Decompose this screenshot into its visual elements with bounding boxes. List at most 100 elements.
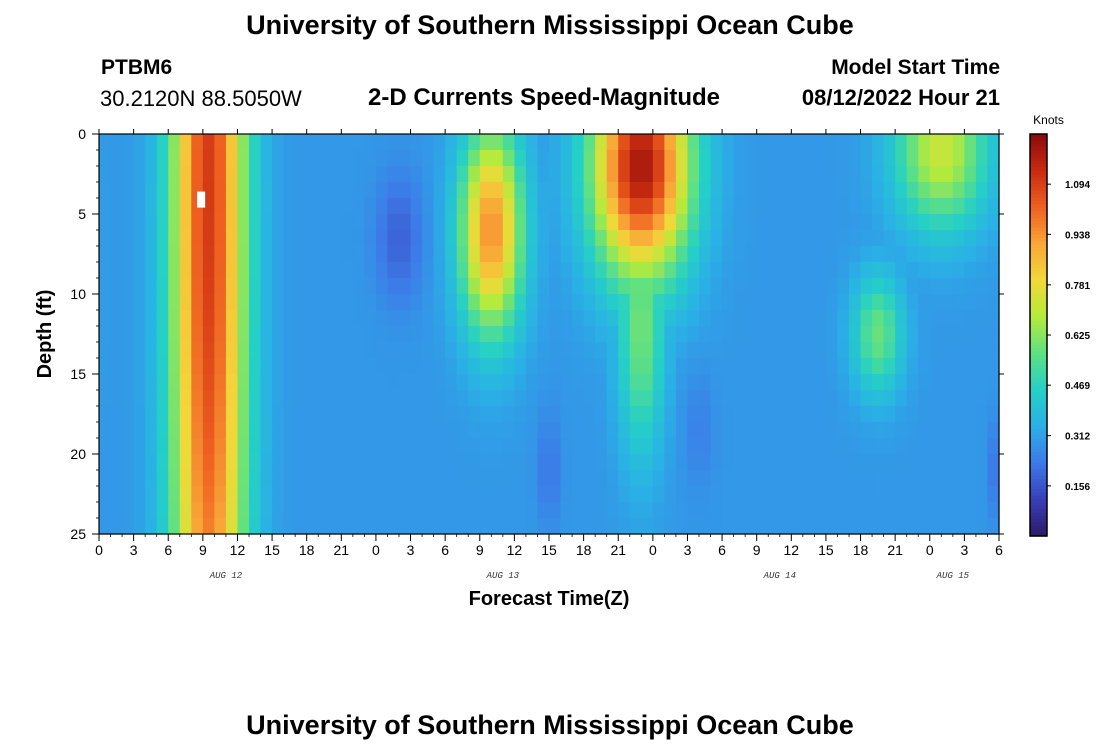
heatmap-cell: [502, 454, 515, 471]
heatmap-cell: [341, 166, 354, 183]
heatmap-cell: [975, 230, 989, 247]
heatmap-cell: [514, 182, 527, 199]
heatmap-cell: [375, 342, 389, 359]
heatmap-cell: [295, 390, 308, 407]
heatmap-cell: [652, 358, 665, 375]
heatmap-cell: [168, 262, 181, 279]
heatmap-cell: [652, 278, 665, 295]
date-label: AUG 12: [209, 571, 243, 581]
heatmap-cell: [895, 294, 908, 311]
heatmap-cell: [906, 358, 919, 375]
heatmap-cell: [779, 278, 792, 295]
x-tick-label: 6: [164, 542, 172, 558]
heatmap-cell: [675, 230, 689, 247]
heatmap-cell: [283, 358, 296, 375]
heatmap-cell: [987, 134, 1000, 151]
heatmap-cell: [145, 342, 158, 359]
heatmap-cell: [375, 214, 389, 231]
colorbar-swatch: [1030, 217, 1047, 222]
heatmap-cell: [168, 182, 181, 199]
heatmap-cell: [606, 198, 619, 215]
heatmap-cell: [929, 422, 942, 439]
heatmap-cell: [99, 470, 112, 487]
heatmap-cell: [641, 214, 654, 231]
heatmap-cell: [699, 150, 712, 167]
heatmap-cell: [537, 358, 550, 375]
heatmap-cell: [699, 342, 712, 359]
heatmap-cell: [145, 294, 158, 311]
heatmap-cell: [641, 134, 654, 151]
heatmap-cell: [272, 182, 285, 199]
x-tick-label: 15: [818, 542, 834, 558]
heatmap-cell: [214, 422, 227, 439]
heatmap-cell: [306, 310, 319, 327]
heatmap-cell: [399, 214, 412, 231]
heatmap-cell: [329, 214, 342, 231]
heatmap-cell: [537, 486, 550, 503]
heatmap-cell: [929, 182, 942, 199]
heatmap-cell: [318, 454, 331, 471]
heatmap-cell: [722, 374, 735, 391]
heatmap-cell: [145, 358, 158, 375]
colorbar-swatch: [1030, 318, 1047, 323]
heatmap-cell: [906, 326, 919, 343]
heatmap-cell: [699, 214, 712, 231]
heatmap-cell: [583, 310, 596, 327]
heatmap-cell: [918, 182, 931, 199]
heatmap-cell: [791, 182, 804, 199]
heatmap-cell: [422, 342, 435, 359]
heatmap-cell: [283, 166, 296, 183]
heatmap-cell: [618, 422, 631, 439]
heatmap-cell: [295, 198, 308, 215]
heatmap-cell: [202, 454, 215, 471]
heatmap-cell: [918, 406, 931, 423]
heatmap-cell: [791, 278, 804, 295]
heatmap-cell: [837, 182, 850, 199]
heatmap-cell: [410, 246, 423, 263]
heatmap-cell: [664, 166, 677, 183]
heatmap-cell: [341, 502, 354, 519]
heatmap-cell: [652, 326, 665, 343]
heatmap-cell: [468, 246, 481, 263]
heatmap-cell: [595, 502, 608, 519]
heatmap-cell: [156, 214, 169, 231]
heatmap-cell: [560, 486, 573, 503]
heatmap-cell: [133, 390, 146, 407]
heatmap-cell: [837, 310, 850, 327]
heatmap-cell: [918, 198, 931, 215]
heatmap-cell: [318, 422, 331, 439]
heatmap-cell: [537, 422, 550, 439]
heatmap-cell: [179, 374, 192, 391]
heatmap-cell: [883, 342, 896, 359]
heatmap-cell: [618, 454, 631, 471]
heatmap-cell: [433, 294, 446, 311]
heatmap-cell: [99, 134, 112, 151]
heatmap-cell: [641, 342, 654, 359]
heatmap-cell: [987, 406, 1000, 423]
heatmap-cell: [952, 278, 965, 295]
heatmap-cell: [352, 454, 365, 471]
heatmap-cell: [733, 150, 746, 167]
colorbar-swatch: [1030, 281, 1047, 286]
heatmap-cell: [352, 214, 365, 231]
heatmap-cell: [710, 470, 723, 487]
heatmap-cell: [133, 166, 146, 183]
heatmap-cell: [537, 230, 550, 247]
heatmap-cell: [110, 358, 123, 375]
heatmap-cell: [664, 214, 677, 231]
heatmap-cell: [445, 294, 458, 311]
heatmap-cell: [133, 374, 146, 391]
heatmap-cell: [225, 150, 239, 167]
heatmap-cell: [779, 246, 792, 263]
heatmap-cell: [825, 310, 839, 327]
heatmap-cell: [929, 470, 942, 487]
heatmap-cell: [318, 246, 331, 263]
heatmap-cell: [606, 502, 619, 519]
heatmap-cell: [295, 502, 308, 519]
heatmap-cell: [491, 406, 504, 423]
heatmap-cell: [502, 390, 515, 407]
heatmap-cell: [687, 214, 700, 231]
heatmap-cell: [583, 166, 596, 183]
heatmap-cell: [260, 342, 273, 359]
heatmap-cell: [906, 278, 919, 295]
